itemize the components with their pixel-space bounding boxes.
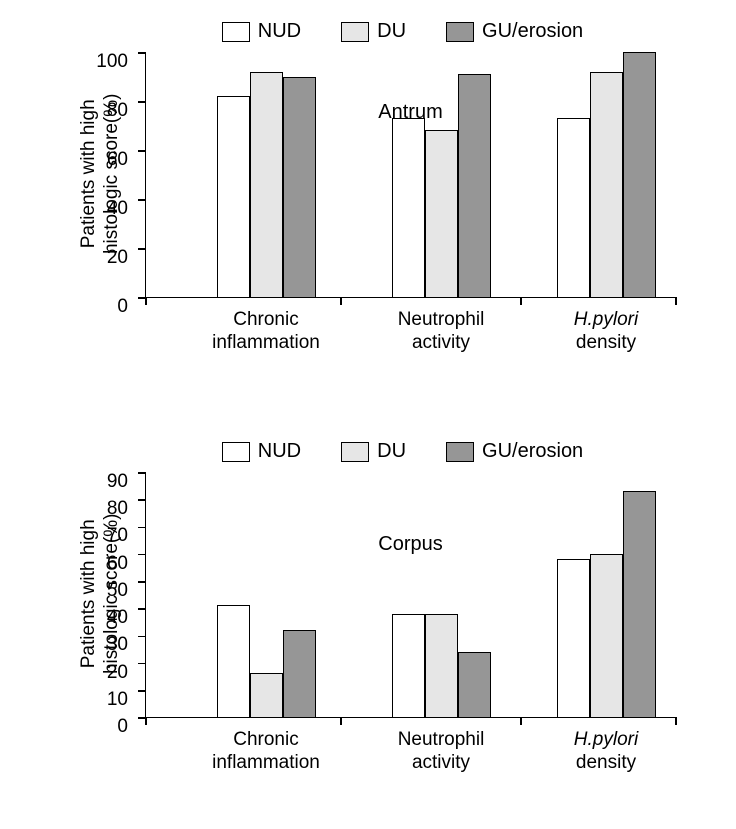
bar-chronic-gu xyxy=(283,630,316,717)
y-tick-label: 10 xyxy=(107,689,128,711)
legend-label-gu: GU/erosion xyxy=(482,440,583,463)
legend-swatch-du xyxy=(341,22,369,42)
y-tick-mark xyxy=(138,663,146,665)
bar-hpylori-nud xyxy=(557,559,590,717)
bar-neutrophil-gu xyxy=(458,74,491,297)
bar-neutrophil-du xyxy=(425,614,458,717)
legend-item-du: DU xyxy=(341,440,406,463)
x-tick-mark xyxy=(520,717,522,725)
bar-hpylori-gu xyxy=(623,52,656,297)
y-tick-label: 70 xyxy=(107,525,128,547)
legend-label-nud: NUD xyxy=(258,20,301,43)
bar-neutrophil-gu xyxy=(458,652,491,717)
x-tick-mark xyxy=(675,297,677,305)
legend-swatch-du xyxy=(341,442,369,462)
y-tick-mark xyxy=(138,554,146,556)
x-group-label-neutrophil: Neutrophilactivity xyxy=(398,729,485,775)
bar-neutrophil-nud xyxy=(392,118,425,297)
y-tick-mark xyxy=(138,608,146,610)
y-tick-label: 0 xyxy=(117,296,128,318)
bar-chronic-du xyxy=(250,72,283,297)
y-tick-label: 90 xyxy=(107,471,128,493)
y-tick-label: 40 xyxy=(107,198,128,220)
legend-label-du: DU xyxy=(377,20,406,43)
bar-chronic-du xyxy=(250,673,283,717)
y-tick-label: 100 xyxy=(96,51,128,73)
chart-corpus: NUD DU GU/erosion Corpus Patients with h… xyxy=(50,440,675,718)
x-group-label-neutrophil: Neutrophilactivity xyxy=(398,309,485,355)
bar-chronic-nud xyxy=(217,96,250,297)
plot-corpus: Corpus Patients with high histologic sco… xyxy=(145,473,675,718)
y-tick-mark xyxy=(138,101,146,103)
y-tick-label: 80 xyxy=(107,100,128,122)
x-tick-mark xyxy=(520,297,522,305)
bar-hpylori-nud xyxy=(557,118,590,297)
x-tick-mark xyxy=(340,297,342,305)
y-tick-mark xyxy=(138,581,146,583)
y-tick-label: 80 xyxy=(107,498,128,520)
y-tick-label: 20 xyxy=(107,247,128,269)
y-tick-mark xyxy=(138,527,146,529)
y-tick-mark xyxy=(138,52,146,54)
y-tick-mark xyxy=(138,472,146,474)
legend-item-gu: GU/erosion xyxy=(446,440,583,463)
y-tick-mark xyxy=(138,248,146,250)
y-tick-mark xyxy=(138,690,146,692)
bar-chronic-nud xyxy=(217,605,250,717)
legend-antrum: NUD DU GU/erosion xyxy=(130,20,675,43)
legend-swatch-nud xyxy=(222,442,250,462)
x-tick-mark xyxy=(340,717,342,725)
x-group-label-chronic: Chronicinflammation xyxy=(212,729,320,775)
legend-item-nud: NUD xyxy=(222,20,301,43)
legend-corpus: NUD DU GU/erosion xyxy=(130,440,675,463)
chart-title-corpus: Corpus xyxy=(378,533,442,556)
x-tick-mark xyxy=(145,717,147,725)
bar-neutrophil-nud xyxy=(392,614,425,717)
x-group-label-hpylori: H.pyloridensity xyxy=(574,729,638,775)
x-tick-mark xyxy=(145,297,147,305)
y-axis-label-line1: Patients with high xyxy=(78,519,99,668)
legend-item-du: DU xyxy=(341,20,406,43)
y-tick-label: 60 xyxy=(107,149,128,171)
y-tick-label: 30 xyxy=(107,634,128,656)
plot-antrum: Antrum Patients with high histologic sco… xyxy=(145,53,675,298)
x-group-label-chronic: Chronicinflammation xyxy=(212,309,320,355)
y-tick-label: 20 xyxy=(107,662,128,684)
bar-chronic-gu xyxy=(283,77,316,298)
bar-hpylori-gu xyxy=(623,491,656,717)
y-tick-label: 50 xyxy=(107,580,128,602)
y-tick-mark xyxy=(138,199,146,201)
bar-neutrophil-du xyxy=(425,130,458,297)
legend-item-nud: NUD xyxy=(222,440,301,463)
legend-swatch-gu xyxy=(446,22,474,42)
legend-label-gu: GU/erosion xyxy=(482,20,583,43)
y-tick-mark xyxy=(138,499,146,501)
legend-label-nud: NUD xyxy=(258,440,301,463)
y-tick-mark xyxy=(138,636,146,638)
y-tick-label: 0 xyxy=(117,716,128,738)
y-axis-label-line1: Patients with high xyxy=(78,99,99,248)
bar-hpylori-du xyxy=(590,554,623,717)
y-tick-label: 60 xyxy=(107,553,128,575)
y-tick-label: 40 xyxy=(107,607,128,629)
x-tick-mark xyxy=(675,717,677,725)
x-group-label-hpylori: H.pyloridensity xyxy=(574,309,638,355)
legend-item-gu: GU/erosion xyxy=(446,20,583,43)
y-tick-mark xyxy=(138,150,146,152)
legend-swatch-nud xyxy=(222,22,250,42)
legend-label-du: DU xyxy=(377,440,406,463)
bar-hpylori-du xyxy=(590,72,623,297)
chart-antrum: NUD DU GU/erosion Antrum Patients with h… xyxy=(50,20,675,298)
legend-swatch-gu xyxy=(446,442,474,462)
